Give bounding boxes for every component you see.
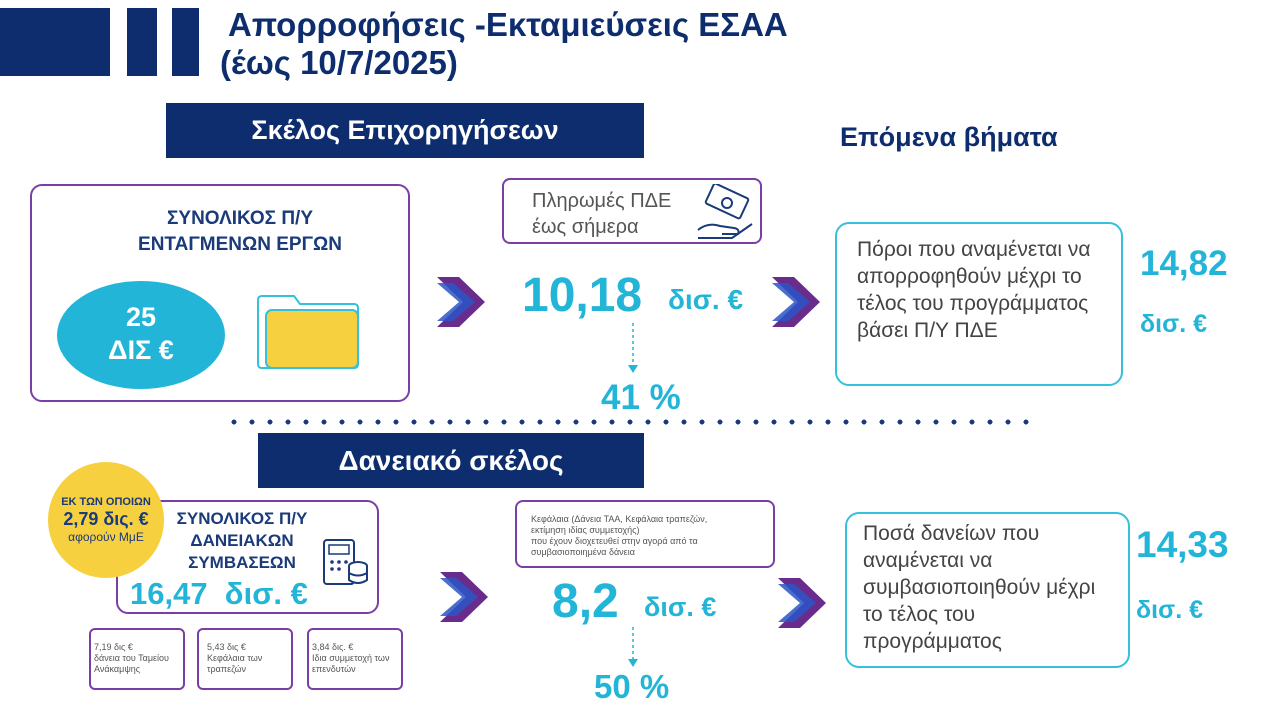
payments-percent: 41 % (601, 378, 681, 417)
grants-expected-box: Πόροι που αναμένεται να απορροφηθούν μέχ… (835, 222, 1123, 386)
loans-expected-box: Ποσά δανείων που αναμένεται να συμβασιοπ… (845, 512, 1130, 668)
sme-circle: ΕΚ ΤΩΝ ΟΠΟΙΩΝ 2,79 δις. € αφορούν ΜμΕ (48, 462, 164, 578)
payments-label-box: Πληρωμές ΠΔΕ έως σήμερα (502, 178, 762, 244)
loans-contracts-box: ΣΥΝΟΛΙΚΟΣ Π/Υ ΔΑΝΕΙΑΚΩΝ ΣΥΜΒΑΣΕΩΝ 16,47 … (116, 500, 379, 614)
loans-section-label: Δανειακό σκέλος (258, 433, 644, 488)
payments-unit: δισ. € (668, 284, 744, 315)
grants-budget-title: ΣΥΝΟΛΙΚΟΣ Π/Υ ΕΝΤΑΓΜΕΝΩΝ ΕΡΓΩΝ (138, 208, 342, 255)
loans-expected-unit: δισ. € (1136, 596, 1204, 624)
channeled-percent: 50 % (594, 668, 670, 705)
folder-icon (257, 295, 359, 369)
next-steps-heading: Επόμενα βήματα (840, 122, 1058, 152)
loans-contracts-title: ΣΥΝΟΛΙΚΟΣ Π/Υ ΔΑΝΕΙΑΚΩΝ ΣΥΜΒΑΣΕΩΝ (176, 509, 308, 572)
header-bar-left (0, 8, 110, 76)
grants-budget-oval: 25 ΔΙΣ € (57, 281, 225, 389)
channeled-label-box: Κεφάλαια (Δάνεια ΤΑΑ, Κεφάλαια τραπεζών,… (515, 500, 775, 568)
grants-section-label: Σκέλος Επιχορηγήσεων (166, 103, 644, 158)
arrow-chevron-icon (440, 572, 488, 622)
channeled-value: 8,2 (552, 575, 619, 628)
grants-expected-unit: δισ. € (1140, 310, 1208, 338)
breakdown-box: 7,19 δις € δάνεια του Ταμείου Ανάκαμψης (89, 628, 185, 690)
header-bar-right (172, 8, 199, 76)
arrow-chevron-icon (778, 578, 826, 628)
grants-expected-value: 14,82 (1140, 244, 1228, 283)
breakdown-box: 5,43 δις € Κεφάλαια των τραπεζών (197, 628, 293, 690)
channeled-unit: δισ. € (644, 592, 717, 622)
dotted-down-arrow (628, 323, 638, 373)
header-bar-mid (127, 8, 157, 76)
loans-contracts-value: 16,47 δισ. € (130, 576, 308, 611)
arrow-chevron-icon (772, 277, 820, 327)
section-divider (225, 419, 1030, 425)
payments-value: 10,18 (522, 269, 643, 322)
payment-hand-icon (697, 184, 753, 239)
loans-expected-value: 14,33 (1136, 524, 1229, 565)
grants-budget-box: ΣΥΝΟΛΙΚΟΣ Π/Υ ΕΝΤΑΓΜΕΝΩΝ ΕΡΓΩΝ 25 ΔΙΣ € (30, 184, 410, 402)
calculator-icon (323, 539, 368, 585)
page-title: Απορροφήσεις -Εκταμιεύσεις ΕΣΑΑ (έως 10/… (220, 6, 788, 81)
breakdown-box: 3,84 δις. € Ιδια συμμετοχή των επενδυτών (307, 628, 403, 690)
arrow-chevron-icon (437, 277, 485, 327)
dotted-down-arrow (628, 627, 638, 667)
